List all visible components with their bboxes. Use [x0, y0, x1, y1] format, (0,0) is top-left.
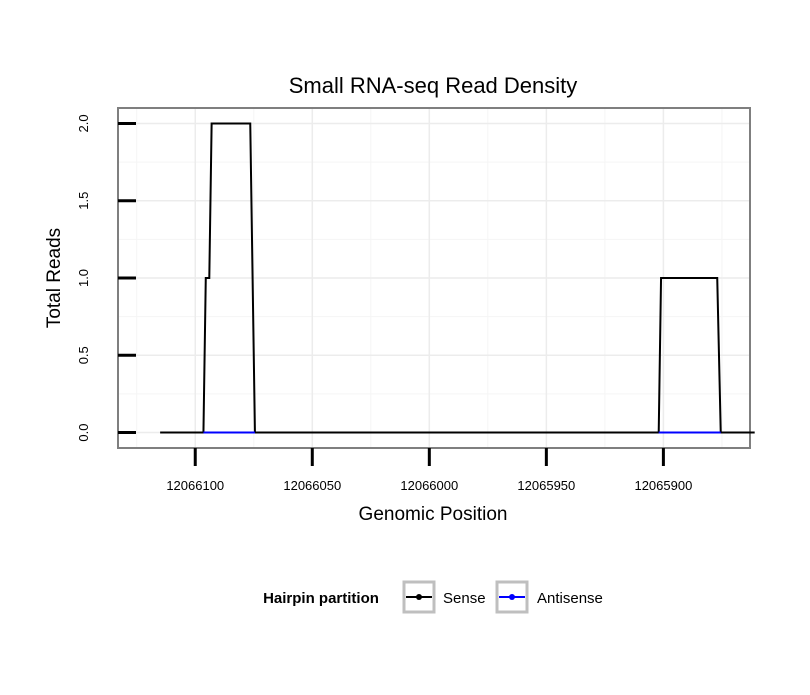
- chart-title: Small RNA-seq Read Density: [289, 73, 578, 98]
- series-sense-line: [160, 122, 755, 434]
- x-axis-label: Genomic Position: [359, 504, 508, 525]
- legend-title: Hairpin partition: [263, 590, 379, 607]
- x-tick-label: 12066000: [400, 478, 458, 493]
- legend-label-sense: Sense: [443, 590, 486, 607]
- legend: Hairpin partition Sense Antisense: [263, 580, 603, 614]
- y-tick-label: 1.5: [76, 192, 91, 210]
- x-tick-label: 12066100: [166, 478, 224, 493]
- y-tick-label: 0.0: [76, 424, 91, 442]
- y-axis-label: Total Reads: [44, 228, 65, 328]
- legend-key-antisense-box: [495, 580, 529, 614]
- legend-key-sense-box: [402, 580, 436, 614]
- y-tick-label: 0.5: [76, 346, 91, 364]
- y-tick-label: 1.0: [76, 269, 91, 287]
- x-tick-label: 12065950: [517, 478, 575, 493]
- series-layer: [160, 122, 755, 434]
- y-tick-label: 2.0: [76, 114, 91, 132]
- grid-layer: [118, 108, 750, 448]
- tick-layer: 0.0 0.5 1.0 1.5 2.0 12066100 12066050 12066000 1…: [76, 114, 692, 493]
- legend-label-antisense: Antisense: [537, 590, 603, 607]
- x-tick-label: 12065900: [634, 478, 692, 493]
- legend-key-antisense-point: [509, 594, 515, 600]
- legend-key-sense-point: [416, 594, 422, 600]
- x-tick-label: 12066050: [283, 478, 341, 493]
